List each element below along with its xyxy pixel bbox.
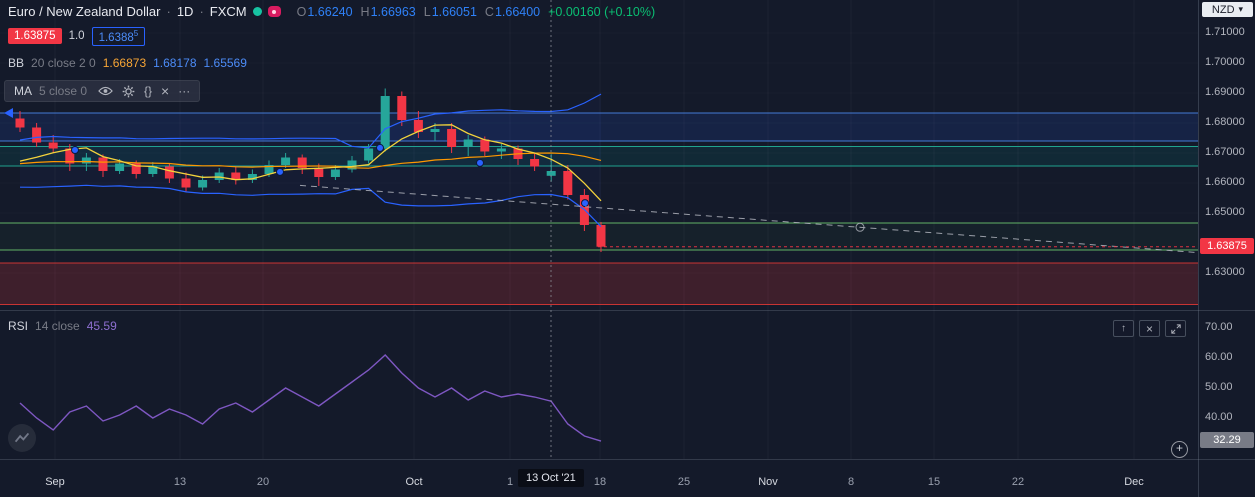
time-axis-label: 18 xyxy=(593,476,607,488)
time-axis-label: 15 xyxy=(927,476,941,488)
separator: · xyxy=(166,4,171,19)
bb-name: BB xyxy=(8,56,25,70)
time-axis-label: 25 xyxy=(677,476,691,488)
data-point-markers xyxy=(71,143,589,208)
rsi-value: 45.59 xyxy=(86,319,117,333)
timeframe-label[interactable]: 1D xyxy=(176,4,194,19)
time-axis-label: Nov xyxy=(758,476,778,488)
symbol-header[interactable]: Euro / New Zealand Dollar · 1D · FXCM O1… xyxy=(8,4,655,19)
pane-separator[interactable] xyxy=(0,310,1255,311)
last-price-axis-badge: 1.63875 xyxy=(1200,237,1254,254)
close-pane-icon[interactable]: × xyxy=(1139,320,1160,337)
order-price-label[interactable]: 1.63885 xyxy=(91,27,146,46)
maximize-pane-icon[interactable] xyxy=(1165,320,1186,337)
price-axis-label: 1.65000 xyxy=(1205,206,1245,218)
time-axis-label: 22 xyxy=(1011,476,1025,488)
exchange-label: FXCM xyxy=(209,4,247,19)
time-axis[interactable]: 13 Oct '21 Sep 13 20 Oct 1 18 25 Nov 8 15 22 Dec xyxy=(0,459,1255,497)
source-code-icon[interactable]: {} xyxy=(144,84,153,98)
trendline xyxy=(299,184,1198,254)
price-axis[interactable]: NZD ▾ 1.63875 32.29 1.71000 1.70000 1.69000… xyxy=(1198,0,1255,497)
price-labels-row: 1.63875 1.0 1.63885 xyxy=(8,27,146,46)
move-pane-up-icon[interactable]: ↑ xyxy=(1113,320,1134,337)
ma-params: 5 close 0 xyxy=(39,84,88,98)
rsi-params: 14 close xyxy=(35,319,80,333)
high-value: 1.66963 xyxy=(370,4,416,19)
time-axis-label: 8 xyxy=(847,476,855,488)
gear-icon[interactable] xyxy=(122,85,135,98)
high-label: H xyxy=(360,4,370,19)
crosshair-date-badge: 13 Oct '21 xyxy=(518,469,584,487)
price-axis-label: 1.67000 xyxy=(1205,146,1245,158)
low-value: 1.66051 xyxy=(431,4,477,19)
rsi-pane-controls: ↑ × xyxy=(1113,320,1186,337)
remove-indicator-icon[interactable]: × xyxy=(161,83,170,99)
rsi-axis-badge: 32.29 xyxy=(1200,432,1254,449)
price-axis-label: 1.71000 xyxy=(1205,26,1245,38)
bb-basis-value: 1.66873 xyxy=(102,56,147,70)
separator: · xyxy=(199,4,204,19)
time-axis-label: 20 xyxy=(256,476,270,488)
rsi-axis-label: 40.00 xyxy=(1205,411,1233,423)
ma-name: MA xyxy=(14,84,32,98)
tradingview-logo xyxy=(8,424,36,452)
add-alert-plus-icon[interactable]: + xyxy=(1171,441,1188,458)
bb-upper-line xyxy=(19,93,602,149)
rsi-axis-label: 50.00 xyxy=(1205,381,1233,393)
zone-anchor-icon[interactable] xyxy=(4,108,13,118)
alert-flag-icon[interactable] xyxy=(267,6,281,17)
rsi-axis-label: 70.00 xyxy=(1205,321,1233,333)
bb-params: 20 close 2 0 xyxy=(31,56,96,70)
bb-indicator-legend[interactable]: BB 20 close 2 0 1.66873 1.68178 1.65569 xyxy=(8,56,247,70)
price-axis-label: 1.66000 xyxy=(1205,176,1245,188)
quantity-label: 1.0 xyxy=(68,30,85,43)
price-axis-label: 1.69000 xyxy=(1205,86,1245,98)
bb-lower-line xyxy=(19,184,602,228)
time-axis-separator xyxy=(0,459,1255,460)
price-axis-label: 1.68000 xyxy=(1205,116,1245,128)
candles xyxy=(15,88,606,252)
symbol-title[interactable]: Euro / New Zealand Dollar xyxy=(8,4,161,19)
chevron-down-icon: ▾ xyxy=(1238,4,1244,14)
rsi-line xyxy=(19,354,602,442)
rsi-name: RSI xyxy=(8,319,29,333)
ohlc-values: O1.66240 H1.66963 L1.66051 C1.66400 +0.0… xyxy=(297,5,656,19)
rsi-indicator-legend[interactable]: RSI 14 close 45.59 xyxy=(8,319,117,333)
price-axis-label: 1.63000 xyxy=(1205,266,1245,278)
trendline-handle xyxy=(855,222,865,232)
currency-toggle-button[interactable]: NZD ▾ xyxy=(1202,2,1253,17)
rsi-pane-canvas[interactable] xyxy=(0,310,1198,459)
time-axis-label: Dec xyxy=(1124,476,1144,488)
eye-icon[interactable] xyxy=(98,86,113,96)
ma-legend-tools: {} × ··· xyxy=(98,84,190,98)
time-axis-label: 1 xyxy=(506,476,514,488)
time-axis-label: Oct xyxy=(405,476,423,488)
rsi-grid xyxy=(54,310,1135,459)
close-label: C xyxy=(484,4,494,19)
connection-status-icon xyxy=(252,7,262,16)
ma-indicator-legend[interactable]: MA 5 close 0 {} × ··· xyxy=(4,80,201,102)
rsi-axis-label: 60.00 xyxy=(1205,351,1233,363)
last-price-badge[interactable]: 1.63875 xyxy=(8,28,62,45)
low-label: L xyxy=(423,4,431,19)
more-options-icon[interactable]: ··· xyxy=(178,84,191,98)
grid-lines xyxy=(0,0,1198,310)
open-label: O xyxy=(296,4,307,19)
bb-lower-value: 1.65569 xyxy=(203,56,247,70)
open-value: 1.66240 xyxy=(307,4,353,19)
ma5-line xyxy=(19,124,602,202)
time-axis-label: Sep xyxy=(45,476,65,488)
bb-basis-line xyxy=(19,152,602,169)
time-axis-label: 13 xyxy=(173,476,187,488)
price-axis-label: 1.70000 xyxy=(1205,56,1245,68)
close-value: 1.66400 xyxy=(494,4,541,19)
bb-upper-value: 1.68178 xyxy=(153,56,197,70)
main-chart-canvas[interactable] xyxy=(0,0,1198,310)
change-value: +0.00160 (+0.10%) xyxy=(548,4,656,19)
